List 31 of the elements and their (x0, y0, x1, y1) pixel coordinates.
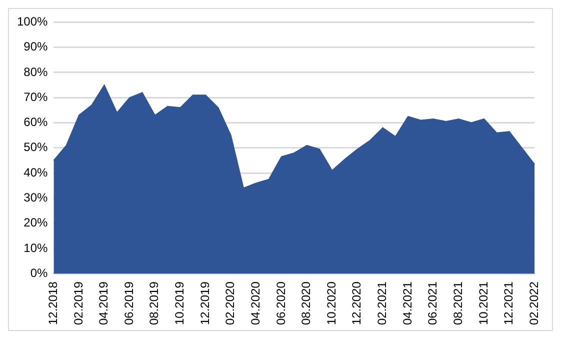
x-tick-label: 12.2020 (350, 281, 364, 326)
x-tick-label: 10.2020 (324, 281, 338, 326)
x-tick-label: 06.2020 (274, 281, 288, 326)
y-tick-label: 80% (24, 64, 48, 79)
x-tick-label: 12.2021 (502, 281, 516, 326)
x-tick-label: 08.2021 (450, 281, 465, 326)
y-tick-label: 20% (24, 216, 48, 230)
y-tick-label: 50% (24, 140, 48, 154)
y-tick-label: 70% (24, 90, 48, 104)
x-tick-label: 12.2019 (198, 281, 212, 326)
y-tick-label: 10% (24, 240, 48, 255)
x-tick-label: 02.2022 (526, 281, 541, 326)
y-tick-label: 30% (24, 190, 48, 205)
x-tick-label: 12.2018 (46, 281, 60, 326)
x-tick-label: 10.2019 (172, 281, 187, 326)
x-tick-label: 02.2019 (71, 281, 86, 326)
x-tick-label: 04.2019 (96, 281, 111, 326)
y-tick-label: 0% (30, 266, 48, 280)
x-tick-label: 02.2021 (375, 281, 390, 326)
x-tick-label: 08.2019 (147, 281, 162, 326)
x-tick-label: 04.2020 (248, 281, 262, 326)
y-tick-label: 40% (24, 165, 48, 180)
x-tick-label: 10.2021 (476, 281, 490, 326)
y-tick-label: 90% (24, 40, 48, 54)
x-tick-label: 06.2019 (122, 281, 136, 326)
x-tick-label: 02.2020 (223, 281, 238, 326)
y-tick-label: 100% (16, 14, 48, 29)
y-tick-label: 60% (24, 115, 48, 130)
x-tick-label: 08.2020 (299, 281, 314, 326)
x-tick-label: 06.2021 (426, 281, 440, 326)
x-tick-label: 04.2021 (400, 281, 414, 326)
